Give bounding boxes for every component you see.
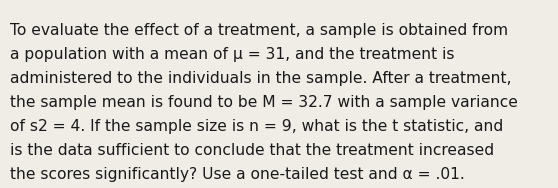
- Text: administered to the individuals in the sample. After a treatment,: administered to the individuals in the s…: [10, 71, 512, 86]
- Text: To evaluate the effect of a treatment, a sample is obtained from: To evaluate the effect of a treatment, a…: [10, 23, 508, 38]
- Text: the sample mean is found to be M = 32.7 with a sample variance: the sample mean is found to be M = 32.7 …: [10, 95, 518, 110]
- Text: is the data sufficient to conclude that the treatment increased: is the data sufficient to conclude that …: [10, 143, 494, 158]
- Text: of s2 = 4. If the sample size is n = 9, what is the t statistic, and: of s2 = 4. If the sample size is n = 9, …: [10, 119, 503, 134]
- Text: the scores significantly? Use a one-tailed test and α = .01.: the scores significantly? Use a one-tail…: [10, 167, 465, 182]
- Text: a population with a mean of μ = 31, and the treatment is: a population with a mean of μ = 31, and …: [10, 47, 455, 62]
